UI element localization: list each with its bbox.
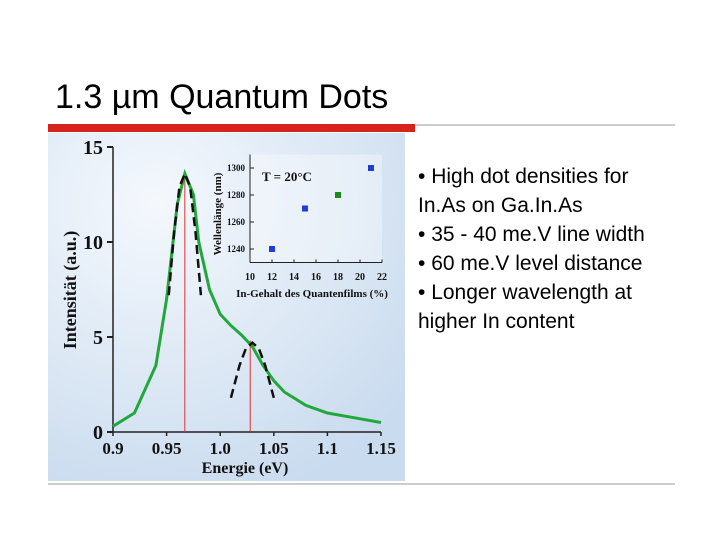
x-tick-label: 1.05	[259, 439, 289, 458]
figure-background	[48, 133, 405, 481]
inset-annotation: T = 20°C	[262, 169, 312, 184]
inset-x-tick-label: 20	[355, 272, 365, 283]
x-tick-label: 1.15	[366, 439, 396, 458]
x-tick-label: 0.95	[152, 439, 182, 458]
y-tick-label: 15	[83, 137, 103, 159]
bullet: High dot densities for In.As on Ga.In.As	[418, 162, 680, 220]
x-tick-label: 0.9	[102, 439, 123, 458]
inset-point	[269, 246, 275, 252]
x-tick-label: 1.0	[210, 439, 231, 458]
inset-x-axis-label: In-Gehalt des Quantenfilms (%)	[236, 288, 388, 300]
inset-y-axis-label: Wellenlänge (nm)	[212, 172, 224, 255]
y-tick-label: 5	[93, 327, 103, 349]
fit-line	[167, 170, 203, 296]
inset-x-tick-label: 22	[377, 272, 387, 283]
x-axis-label: Energie (eV)	[202, 460, 289, 477]
inset-x-tick-label: 12	[267, 272, 277, 283]
inset-x-tick-label: 18	[333, 272, 343, 283]
fit-line	[229, 341, 276, 399]
x-tick-label: 1.1	[317, 439, 338, 458]
spectrum-line	[112, 168, 382, 428]
bullet: 35 - 40 me.V line width	[418, 220, 680, 249]
inset-x-tick-label: 16	[311, 272, 321, 283]
inset-y-tick-label: 1240	[227, 244, 246, 254]
inset-y-tick-label: 1260	[227, 217, 246, 227]
inset-x-tick-label: 14	[289, 272, 299, 283]
slide-title: 1.3 µm Quantum Dots	[55, 78, 388, 116]
figure: 0 5 10 15 0.9 0.95 1.0 1.05 1.1 1.15 Energie (eV) I…	[48, 133, 405, 481]
inset-x-tick-label: 10	[245, 272, 255, 283]
inset-frame	[250, 154, 382, 263]
bullet: Longer wavelength at higher In content	[418, 278, 680, 336]
accent-bar	[48, 124, 415, 132]
inset-y-tick-label: 1300	[227, 163, 246, 173]
bullet: 60 me.V level distance	[418, 249, 680, 278]
y-axis-label: Intensität (a.u.)	[60, 231, 81, 350]
y-tick-label: 10	[83, 232, 103, 254]
y-tick-label: 0	[93, 422, 103, 444]
inset-point	[335, 192, 341, 198]
inset-point	[368, 165, 374, 171]
inset-y-tick-label: 1280	[227, 190, 246, 200]
inset-point	[302, 205, 308, 212]
bullet-list: High dot densities for In.As on Ga.In.As…	[418, 162, 680, 336]
